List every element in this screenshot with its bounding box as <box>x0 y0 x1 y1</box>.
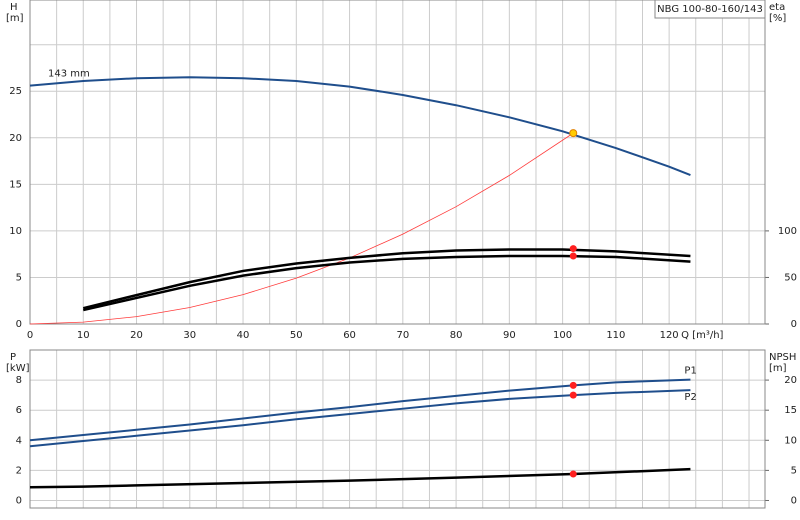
x-tick-label: 70 <box>396 330 409 341</box>
y-tick-label: 2 <box>16 465 22 476</box>
y2-axis-label: eta <box>769 2 785 13</box>
y2-tick-label: 50 <box>784 272 797 283</box>
y-tick-label: 8 <box>16 375 22 386</box>
y2-axis-unit: [m] <box>769 363 787 374</box>
plot-frame <box>29 349 766 509</box>
y-tick-label: 4 <box>16 435 22 446</box>
x-tick-label: 10 <box>77 330 90 341</box>
x-tick-label: 60 <box>343 330 356 341</box>
operating-point <box>569 381 577 389</box>
operating-point <box>569 470 577 478</box>
operating-point <box>569 391 577 399</box>
y2-tick-label: 100 <box>778 226 797 237</box>
x-tick-label: 0 <box>27 330 33 341</box>
title-box <box>654 0 766 19</box>
x-tick-label: 80 <box>450 330 463 341</box>
y-axis-unit: [kW] <box>6 363 30 374</box>
curve-label: 143 mm <box>48 69 90 80</box>
y-tick-label: 10 <box>9 226 22 237</box>
y-axis-label: H <box>10 2 18 13</box>
y-tick-label: 0 <box>16 319 22 330</box>
y2-tick-label: 20 <box>784 375 797 386</box>
y2-tick-label: 0 <box>791 319 797 330</box>
curve <box>29 389 691 448</box>
y2-tick-label: 10 <box>784 435 797 446</box>
plot-frame <box>29 0 766 325</box>
x-tick-label: 120 <box>660 330 679 341</box>
curve-label: P1 <box>684 366 696 377</box>
x-tick-label: 110 <box>606 330 625 341</box>
x-tick-label: 30 <box>183 330 196 341</box>
operating-point <box>569 129 578 138</box>
x-tick-label: 20 <box>130 330 143 341</box>
y2-tick-label: 15 <box>784 405 797 416</box>
y2-axis-unit: [%] <box>769 13 786 24</box>
y-axis-label: P <box>10 352 16 363</box>
y-tick-label: 0 <box>16 495 22 506</box>
y-tick-label: 15 <box>9 179 22 190</box>
curve <box>82 254 691 312</box>
x-tick-label: 40 <box>237 330 250 341</box>
y2-axis-label: NPSH <box>769 352 796 363</box>
chart-title: NBG 100-80-160/143 <box>657 4 763 15</box>
x-tick-label: 90 <box>503 330 516 341</box>
curve <box>29 132 574 325</box>
x-tick-label: 50 <box>290 330 303 341</box>
curve <box>29 76 691 176</box>
y-tick-label: 5 <box>16 272 22 283</box>
curve <box>82 248 691 310</box>
curve-label: P2 <box>684 392 696 403</box>
curve <box>29 467 691 489</box>
y2-tick-label: 5 <box>791 465 797 476</box>
y-tick-label: 6 <box>16 405 22 416</box>
operating-point <box>569 245 577 253</box>
operating-point <box>569 252 577 260</box>
y-axis-unit: [m] <box>6 13 24 24</box>
x-axis-label: Q [m³/h] <box>681 330 723 341</box>
y2-tick-label: 0 <box>791 495 797 506</box>
y-tick-label: 20 <box>9 133 22 144</box>
x-tick-label: 100 <box>553 330 572 341</box>
y-tick-label: 25 <box>9 86 22 97</box>
